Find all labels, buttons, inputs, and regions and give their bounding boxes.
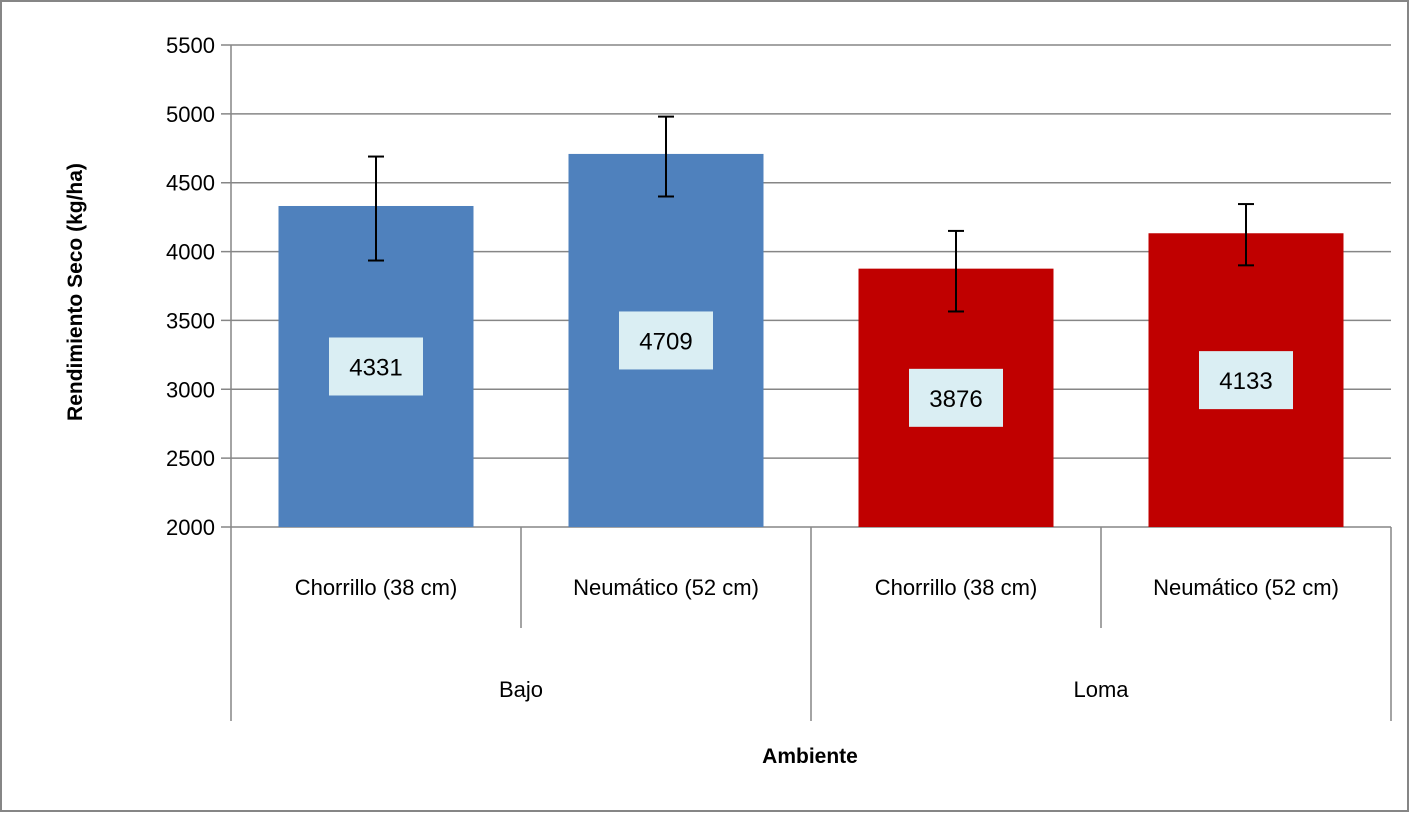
x-category-label: Neumático (52 cm) <box>1153 575 1339 600</box>
data-label-box <box>329 337 423 396</box>
y-tick-label: 3500 <box>166 308 215 333</box>
y-axis-title: Rendimiento Seco (kg/ha) <box>64 163 87 421</box>
data-label-box <box>619 311 713 370</box>
data-label: 4331 <box>349 354 402 381</box>
y-tick-label: 4000 <box>166 240 215 265</box>
x-category-label: Chorrillo (38 cm) <box>295 575 458 600</box>
x-category-label: Neumático (52 cm) <box>573 575 759 600</box>
x-group-label: Loma <box>1073 677 1129 702</box>
y-tick-label: 4500 <box>166 171 215 196</box>
data-labels: 4331 4709 3876 4133 <box>329 311 1293 427</box>
y-tick-label: 3000 <box>166 377 215 402</box>
data-label: 4133 <box>1219 368 1272 395</box>
x-category-label: Chorrillo (38 cm) <box>875 575 1038 600</box>
y-tick-label: 2500 <box>166 446 215 471</box>
data-label: 4709 <box>639 328 692 355</box>
y-tick-label: 2000 <box>166 515 215 540</box>
data-label: 3876 <box>929 386 982 413</box>
data-label-box <box>1199 351 1293 410</box>
y-tick-label: 5000 <box>166 102 215 127</box>
y-tick-label: 5500 <box>166 33 215 58</box>
data-label-box <box>909 368 1003 427</box>
x-group-label: Bajo <box>499 677 543 702</box>
error-bars <box>368 115 1254 313</box>
x-axis-title: Ambiente <box>762 745 858 768</box>
axes: 2000 2500 3000 3500 4000 4500 5000 5500 Chorrill… <box>166 33 1392 721</box>
